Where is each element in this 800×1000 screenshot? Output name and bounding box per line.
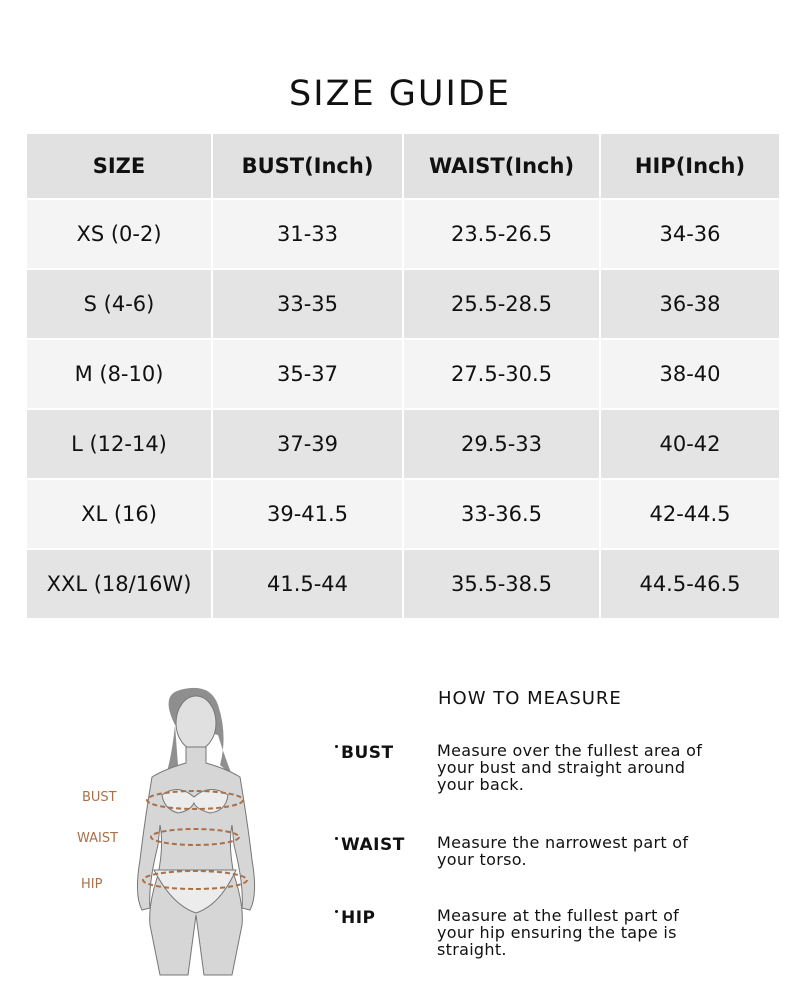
table-cell: XS (0-2) — [25, 198, 213, 270]
table-cell: 33-35 — [211, 268, 404, 340]
table-cell: 27.5-30.5 — [402, 338, 601, 410]
header-cell: WAIST(Inch) — [402, 132, 601, 200]
table-cell: 40-42 — [599, 408, 781, 480]
table-cell: 36-38 — [599, 268, 781, 340]
measure-text: Measure the narrowest part of your torso… — [437, 833, 689, 869]
table-row: XS (0-2) 31-33 23.5-26.5 34-36 — [25, 198, 781, 270]
title: SIZE GUIDE — [289, 74, 511, 114]
table-cell: 35.5-38.5 — [402, 548, 601, 620]
header-row: SIZE BUST(Inch) WAIST(Inch) HIP(Inch) — [25, 132, 781, 200]
table-row: XL (16) 39-41.5 33-36.5 42-44.5 — [25, 478, 781, 550]
table-cell: 37-39 — [211, 408, 404, 480]
table-cell: S (4-6) — [25, 268, 213, 340]
measure-label: WAIST — [335, 835, 405, 855]
table-cell: 34-36 — [599, 198, 781, 270]
table-cell: M (8-10) — [25, 338, 213, 410]
figure-label: WAIST — [77, 831, 119, 846]
measure-text: Measure over the fullest area of your bu… — [437, 741, 703, 794]
section-heading: HOW TO MEASURE — [438, 688, 622, 709]
measure-label: BUST — [335, 743, 394, 763]
table-cell: 25.5-28.5 — [402, 268, 601, 340]
table-cell: 39-41.5 — [211, 478, 404, 550]
table-cell: 42-44.5 — [599, 478, 781, 550]
size-table: SIZE BUST(Inch) WAIST(Inch) HIP(Inch) XS (0-… — [25, 132, 781, 620]
table-cell: 31-33 — [211, 198, 404, 270]
table-cell: 44.5-46.5 — [599, 548, 781, 620]
table-row: M (8-10) 35-37 27.5-30.5 38-40 — [25, 338, 781, 410]
figure-label: BUST — [82, 790, 117, 805]
measure-text: Measure at the fullest part of your hip … — [437, 906, 680, 959]
table-cell: 23.5-26.5 — [402, 198, 601, 270]
table-cell: XXL (18/16W) — [25, 548, 213, 620]
header-cell: HIP(Inch) — [599, 132, 781, 200]
table-cell: 33-36.5 — [402, 478, 601, 550]
figure-label: HIP — [81, 877, 103, 892]
table-cell: 29.5-33 — [402, 408, 601, 480]
table-cell: 35-37 — [211, 338, 404, 410]
header-cell: BUST(Inch) — [211, 132, 404, 200]
table-cell: 41.5-44 — [211, 548, 404, 620]
body-figure — [136, 687, 256, 976]
header-cell: SIZE — [25, 132, 213, 200]
table-cell: L (12-14) — [25, 408, 213, 480]
measure-label: HIP — [335, 908, 376, 928]
table-cell: 38-40 — [599, 338, 781, 410]
table-cell: XL (16) — [25, 478, 213, 550]
table-row: XXL (18/16W) 41.5-44 35.5-38.5 44.5-46.5 — [25, 548, 781, 620]
table-row: L (12-14) 37-39 29.5-33 40-42 — [25, 408, 781, 480]
table-row: S (4-6) 33-35 25.5-28.5 36-38 — [25, 268, 781, 340]
